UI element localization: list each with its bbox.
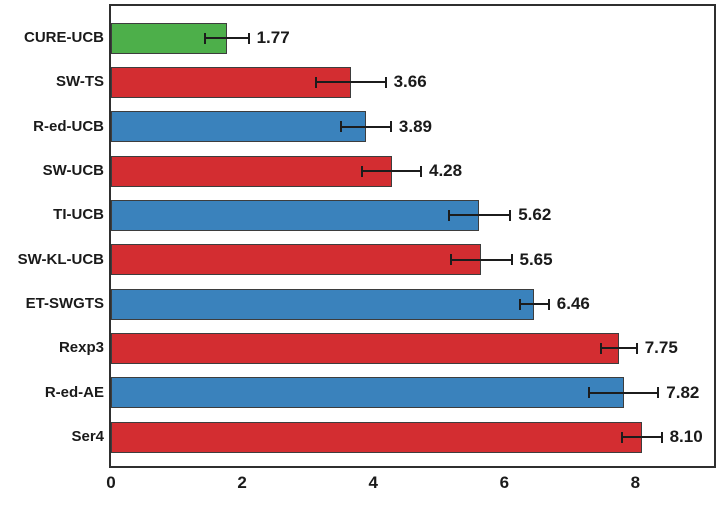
value-label: 5.62 xyxy=(518,205,552,225)
value-label: 7.82 xyxy=(666,382,700,402)
x-tick-label: 4 xyxy=(368,473,378,492)
category-label: R-ed-UCB xyxy=(33,117,104,135)
bar xyxy=(111,199,480,231)
category-label: ET-SWGTS xyxy=(25,295,104,312)
error-bar-cap xyxy=(657,387,660,399)
x-tick-label: 8 xyxy=(630,473,641,492)
bar xyxy=(111,421,642,453)
x-tick-label: 0 xyxy=(106,473,116,492)
error-bar xyxy=(622,436,662,438)
error-bar-cap xyxy=(447,209,450,221)
error-bar xyxy=(341,125,391,128)
x-tick-label: 6 xyxy=(499,473,510,492)
error-bar-cap xyxy=(389,121,392,133)
error-bar-cap xyxy=(420,165,422,177)
error-bar xyxy=(205,37,249,39)
error-bar-cap xyxy=(315,76,318,88)
bar xyxy=(111,288,535,320)
error-bar-cap xyxy=(587,387,590,399)
plot-area: 1.77 3.66 3.89 4.28 5.62 5.65 6.46 7.75 7.82 8.10 xyxy=(109,4,716,468)
category-label: SW-TS xyxy=(55,73,104,91)
category-label: SW-KL-UCB xyxy=(17,250,104,268)
x-tick-label: 2 xyxy=(237,473,247,492)
bar xyxy=(111,377,624,409)
error-bar-cap xyxy=(621,431,624,443)
error-bar-cap xyxy=(509,209,512,221)
error-bar xyxy=(362,170,421,172)
value-label: 1.77 xyxy=(256,28,290,47)
category-label: SW-UCB xyxy=(42,162,104,179)
category-label: CURE-UCB xyxy=(24,29,104,46)
category-label: Rexp3 xyxy=(58,339,104,357)
error-bar xyxy=(588,391,659,394)
bar xyxy=(111,332,619,364)
value-label: 3.89 xyxy=(398,116,432,136)
error-bar xyxy=(451,258,512,261)
value-label: 8.10 xyxy=(669,427,703,446)
error-bar xyxy=(601,347,637,350)
bar xyxy=(111,155,392,187)
error-bar-cap xyxy=(600,342,603,354)
error-bar-cap xyxy=(247,32,250,44)
value-label: 4.28 xyxy=(429,161,463,180)
error-bar-cap xyxy=(635,342,638,354)
value-label: 7.75 xyxy=(644,338,678,358)
value-label: 3.66 xyxy=(393,72,427,92)
error-bar-cap xyxy=(384,76,387,88)
category-label: R-ed-AE xyxy=(44,383,104,401)
error-bar xyxy=(520,303,549,305)
error-bar xyxy=(316,81,386,84)
error-bar-cap xyxy=(547,298,550,310)
category-label: TI-UCB xyxy=(53,206,104,224)
error-bar xyxy=(448,214,511,217)
error-bar-cap xyxy=(519,298,521,310)
value-label: 6.46 xyxy=(556,294,590,313)
bar xyxy=(111,111,366,143)
error-bar-cap xyxy=(340,121,343,133)
bar xyxy=(111,244,482,276)
error-bar-cap xyxy=(204,32,207,44)
value-label: 5.65 xyxy=(519,249,553,269)
category-label: Ser4 xyxy=(71,428,104,445)
error-bar-cap xyxy=(361,165,363,177)
bar xyxy=(111,66,351,98)
error-bar-cap xyxy=(450,254,453,266)
error-bar-cap xyxy=(510,254,513,266)
error-bar-cap xyxy=(660,431,663,443)
